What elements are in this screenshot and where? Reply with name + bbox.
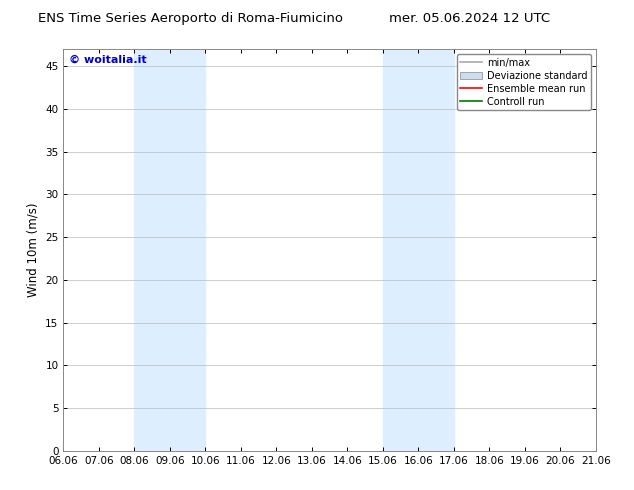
Bar — [134, 49, 205, 451]
Text: © woitalia.it: © woitalia.it — [68, 55, 146, 65]
Y-axis label: Wind 10m (m/s): Wind 10m (m/s) — [27, 203, 40, 297]
Text: mer. 05.06.2024 12 UTC: mer. 05.06.2024 12 UTC — [389, 12, 550, 25]
Text: ENS Time Series Aeroporto di Roma-Fiumicino: ENS Time Series Aeroporto di Roma-Fiumic… — [37, 12, 343, 25]
Legend: min/max, Deviazione standard, Ensemble mean run, Controll run: min/max, Deviazione standard, Ensemble m… — [456, 54, 591, 110]
Bar — [383, 49, 454, 451]
